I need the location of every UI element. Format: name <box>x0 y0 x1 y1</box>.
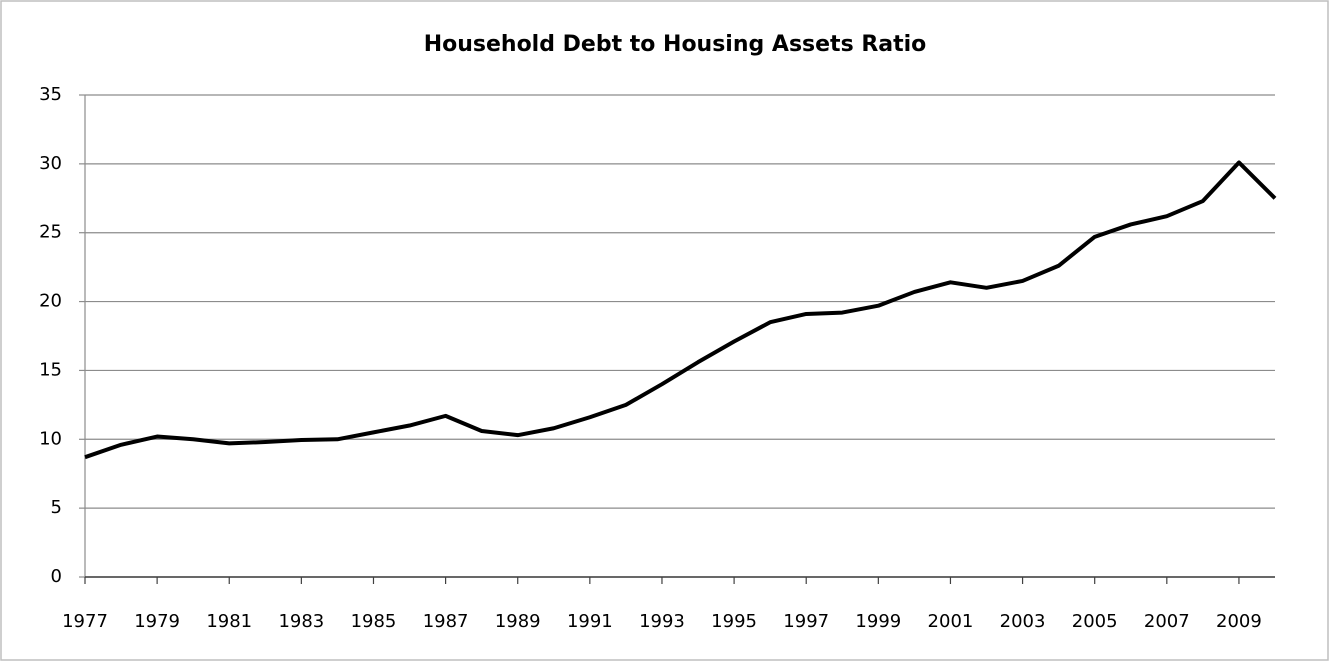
x-tick-label: 2001 <box>928 611 974 632</box>
chart-title: Household Debt to Housing Assets Ratio <box>424 32 927 57</box>
x-tick-label: 1983 <box>278 611 324 632</box>
x-tick-label: 1977 <box>62 611 108 632</box>
x-tick-label: 2009 <box>1216 611 1262 632</box>
y-tick-label: 5 <box>51 497 62 518</box>
x-tick-label: 1995 <box>711 611 757 632</box>
x-tick-label: 1981 <box>206 611 252 632</box>
x-tick-label: 1999 <box>855 611 901 632</box>
y-tick-label: 25 <box>39 222 62 243</box>
y-tick-label: 10 <box>39 428 62 449</box>
x-tick-label: 2007 <box>1144 611 1190 632</box>
y-tick-label: 35 <box>39 84 62 105</box>
y-tick-label: 30 <box>39 153 62 174</box>
x-tick-label: 2003 <box>1000 611 1046 632</box>
x-tick-label: 2005 <box>1072 611 1118 632</box>
x-tick-label: 1979 <box>134 611 180 632</box>
x-tick-label: 1987 <box>423 611 469 632</box>
y-tick-label: 0 <box>51 566 62 587</box>
y-tick-label: 20 <box>39 291 62 312</box>
x-tick-label: 1997 <box>783 611 829 632</box>
y-tick-label: 15 <box>39 359 62 380</box>
x-tick-label: 1989 <box>495 611 541 632</box>
x-tick-label: 1991 <box>567 611 613 632</box>
x-tick-label: 1993 <box>639 611 685 632</box>
data-line <box>84 160 1277 460</box>
x-tick-label: 1985 <box>351 611 397 632</box>
